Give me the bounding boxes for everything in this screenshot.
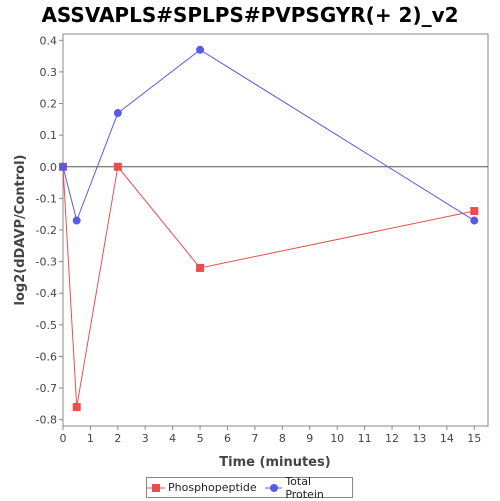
y-tick-label: -0.1 xyxy=(36,192,57,205)
y-tick-label: -0.5 xyxy=(36,319,57,332)
x-tick-label: 11 xyxy=(358,432,372,445)
x-axis: 0 1 2 3 4 5 6 7 8 9 10 11 12 13 14 15 xyxy=(60,426,481,445)
y-tick-label: -0.2 xyxy=(36,224,57,237)
x-tick-label: 5 xyxy=(197,432,204,445)
circle-marker-icon xyxy=(264,483,283,492)
x-tick-label: 13 xyxy=(412,432,426,445)
x-tick-label: 14 xyxy=(440,432,454,445)
legend-item-phosphopeptide: Phosphopeptide xyxy=(147,481,257,494)
y-tick-label: -0.3 xyxy=(36,256,57,269)
x-tick-label: 3 xyxy=(142,432,149,445)
x-tick-label: 1 xyxy=(87,432,94,445)
data-point-phosphopeptide xyxy=(72,403,81,412)
y-axis-title: log2(dDAVP/Control) xyxy=(13,155,28,306)
x-tick-label: 12 xyxy=(385,432,399,445)
x-tick-label: 2 xyxy=(114,432,121,445)
data-point-total-protein xyxy=(72,216,81,225)
legend-label: Phosphopeptide xyxy=(168,481,257,494)
y-tick-label: 0.4 xyxy=(40,34,58,47)
square-marker-icon xyxy=(147,483,165,492)
x-tick-label: 0 xyxy=(60,432,67,445)
y-tick-label: -0.7 xyxy=(36,382,57,395)
legend-label: Total Protein xyxy=(285,474,324,501)
chart-title: ASSVAPLS#SPLPS#PVPSGYR(+ 2)_v2 xyxy=(41,3,459,27)
plot-area xyxy=(62,33,489,427)
legend: Phosphopeptide Total Protein xyxy=(146,474,353,501)
data-point-phosphopeptide xyxy=(113,162,122,171)
x-tick-label: 8 xyxy=(279,432,286,445)
x-axis-title: Time (minutes) xyxy=(219,455,330,470)
series-layer xyxy=(59,45,479,412)
y-tick-label: -0.8 xyxy=(36,414,57,427)
y-axis: -0.8 -0.7 -0.6 -0.5 -0.4 -0.3 -0.2 -0.1 0.0 0.1 0.… xyxy=(36,34,63,427)
data-point-total-protein xyxy=(113,109,122,118)
y-tick-label: 0.1 xyxy=(40,129,58,142)
legend-item-total-protein: Total Protein xyxy=(264,474,352,501)
y-tick-label: -0.6 xyxy=(36,350,57,363)
data-point-total-protein xyxy=(59,162,67,171)
x-tick-label: 7 xyxy=(251,432,258,445)
y-tick-label: 0.3 xyxy=(40,66,58,79)
x-tick-label: 9 xyxy=(306,432,313,445)
data-point-total-protein xyxy=(470,216,479,225)
x-tick-label: 4 xyxy=(169,432,176,445)
data-point-total-protein xyxy=(196,45,205,54)
y-tick-label: 0.0 xyxy=(40,161,58,174)
x-tick-label: 10 xyxy=(330,432,344,445)
data-point-phosphopeptide xyxy=(470,207,479,216)
y-tick-label: 0.2 xyxy=(40,98,58,111)
x-tick-label: 15 xyxy=(467,432,481,445)
y-tick-label: -0.4 xyxy=(36,287,57,300)
data-point-phosphopeptide xyxy=(196,263,205,272)
x-tick-label: 6 xyxy=(224,432,231,445)
